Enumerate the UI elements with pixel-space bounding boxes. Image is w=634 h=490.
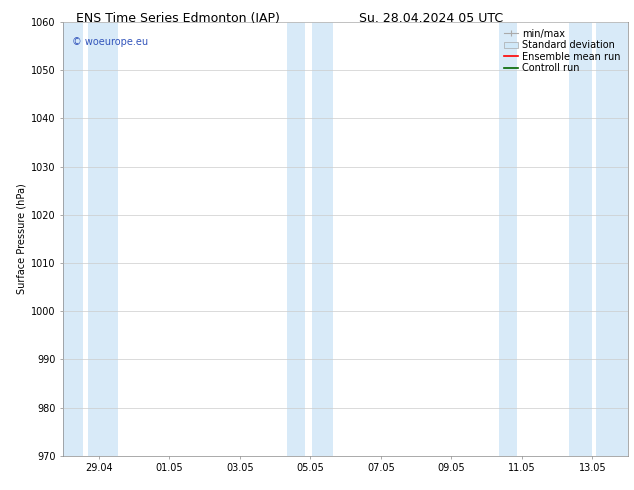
Bar xyxy=(63,22,83,456)
Bar xyxy=(312,22,333,456)
Bar xyxy=(596,22,628,456)
Text: Su. 28.04.2024 05 UTC: Su. 28.04.2024 05 UTC xyxy=(359,12,503,25)
Y-axis label: Surface Pressure (hPa): Surface Pressure (hPa) xyxy=(17,183,27,294)
Legend: min/max, Standard deviation, Ensemble mean run, Controll run: min/max, Standard deviation, Ensemble me… xyxy=(502,27,623,75)
Bar xyxy=(287,22,305,456)
Bar xyxy=(499,22,517,456)
Bar xyxy=(569,22,592,456)
Text: ENS Time Series Edmonton (IAP): ENS Time Series Edmonton (IAP) xyxy=(75,12,280,25)
Text: © woeurope.eu: © woeurope.eu xyxy=(72,37,148,47)
Bar xyxy=(88,22,118,456)
